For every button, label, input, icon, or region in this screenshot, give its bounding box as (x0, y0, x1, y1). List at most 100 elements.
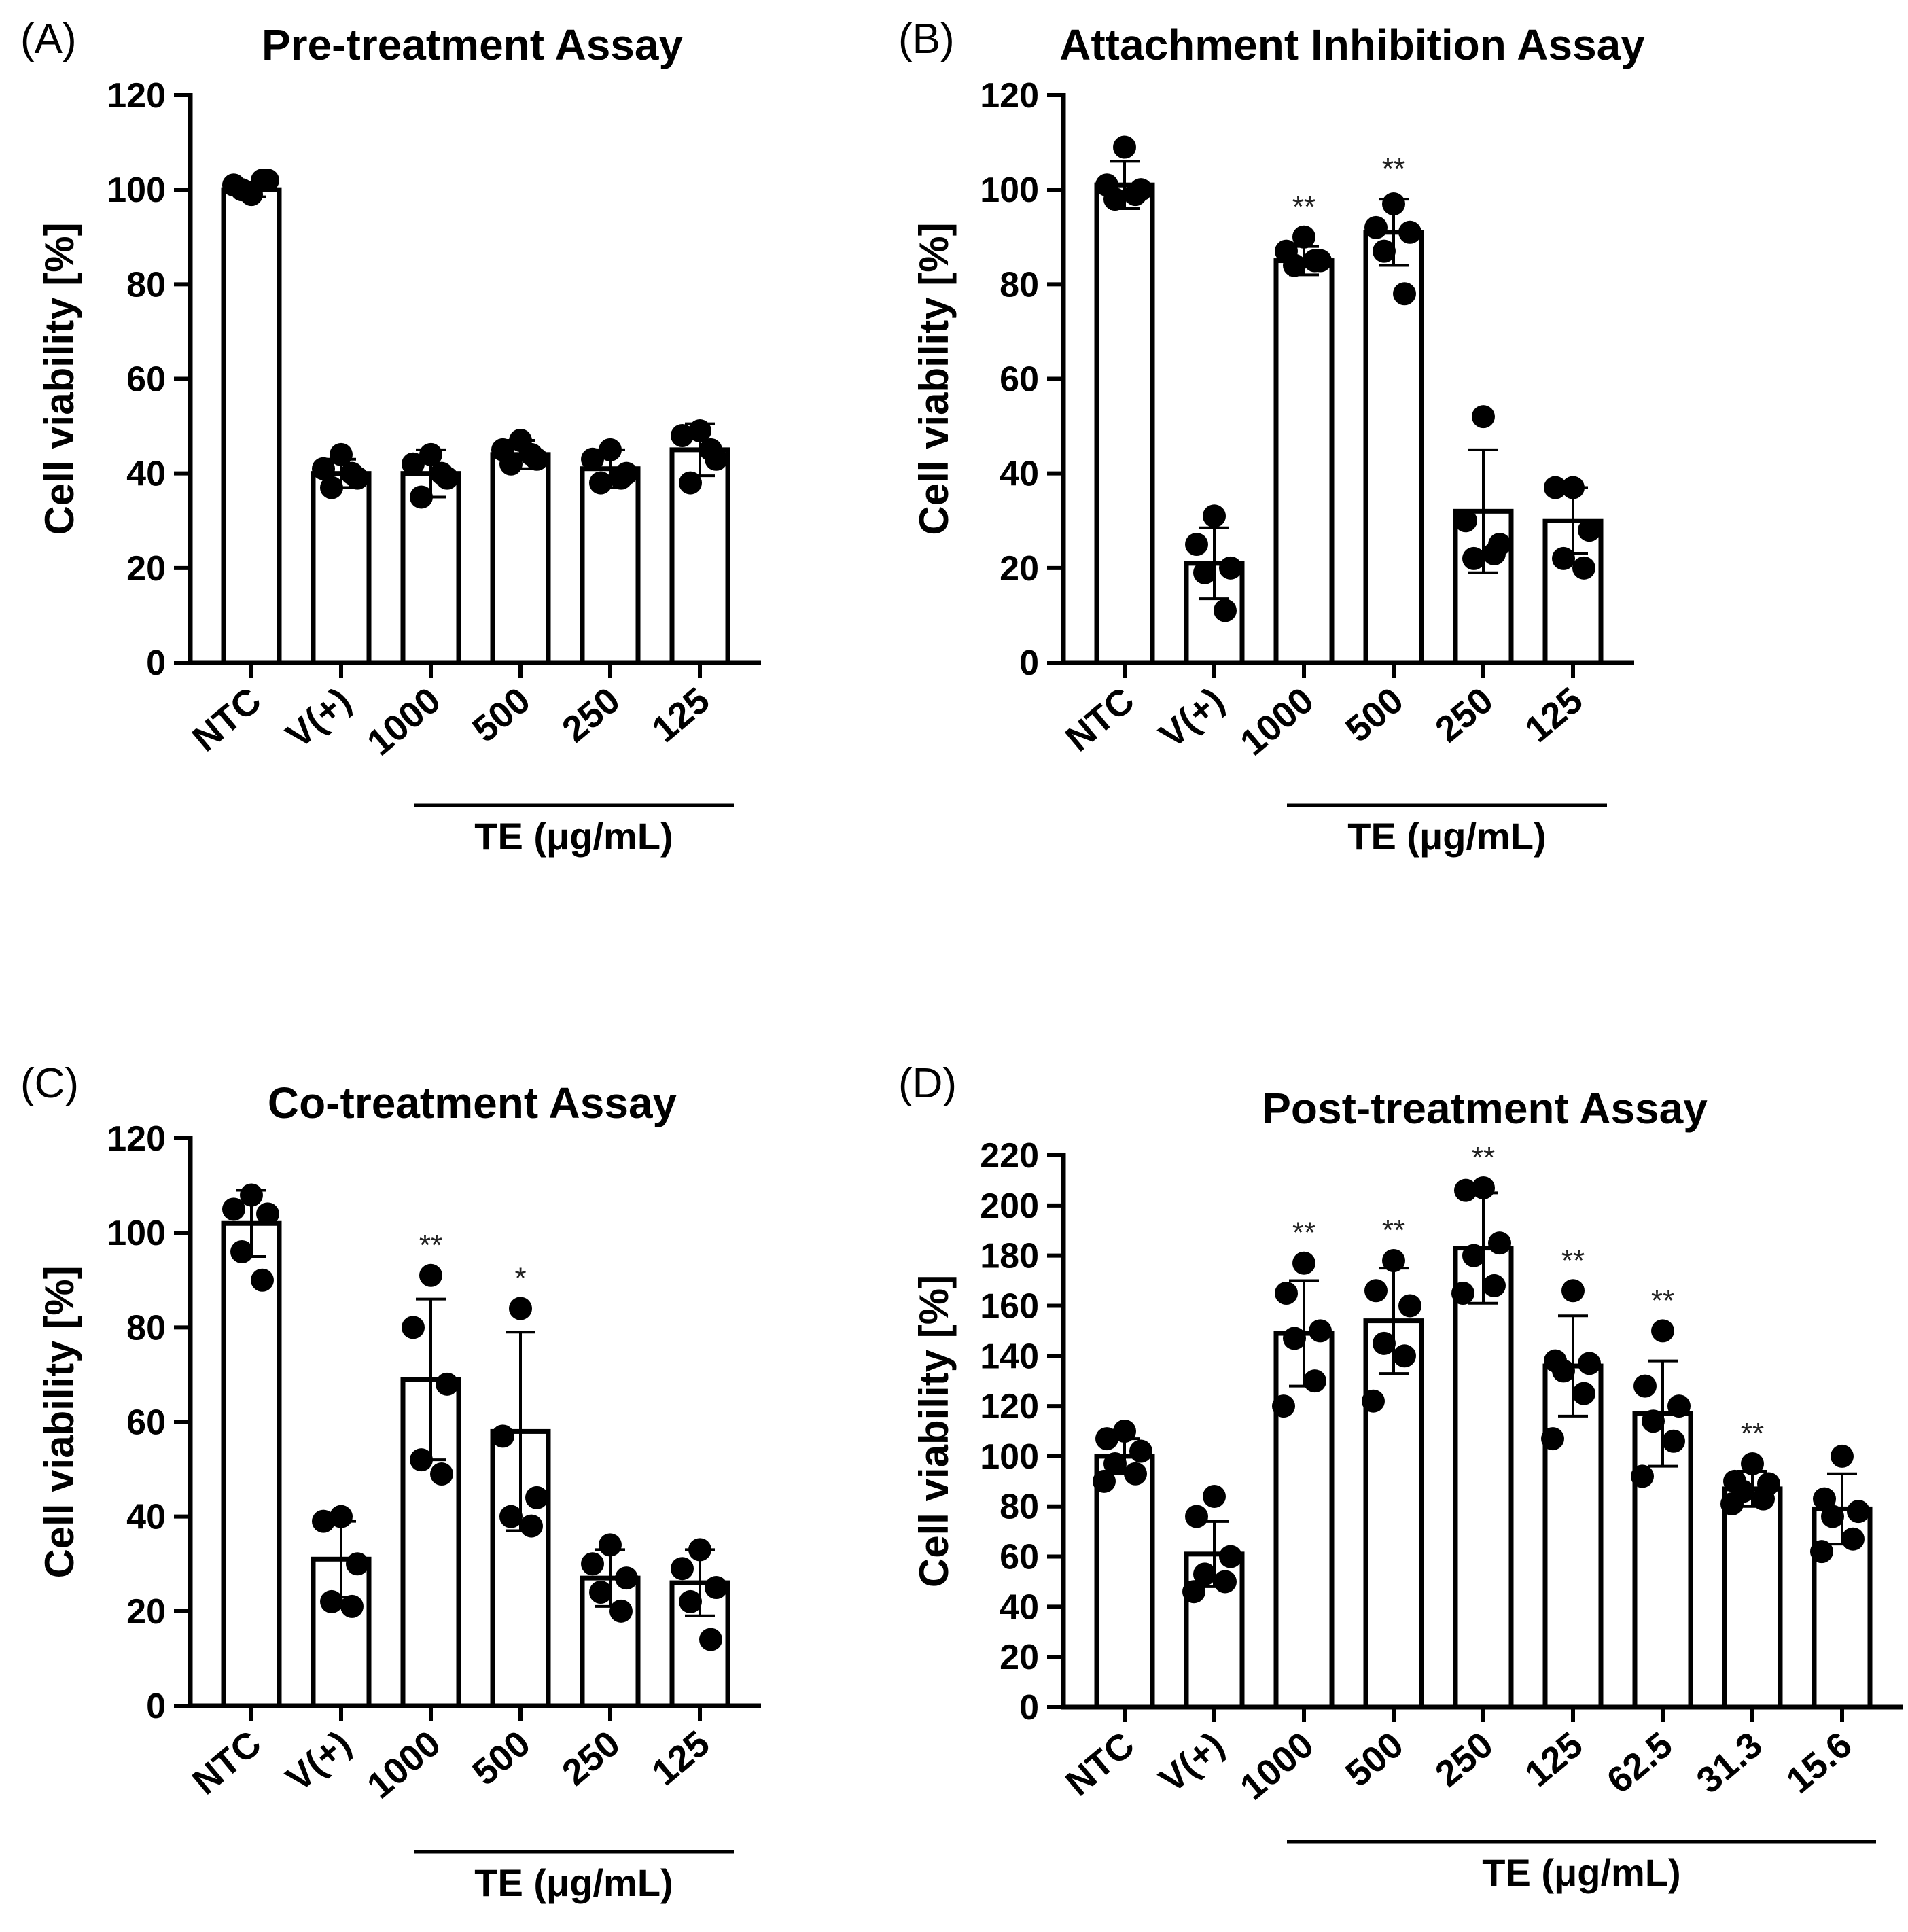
x-tick-label: 250 (554, 1723, 628, 1793)
data-point-250 (610, 1599, 633, 1623)
data-point-125 (671, 424, 694, 447)
y-axis-label: Cell viability [%] (37, 1265, 82, 1578)
data-point-125 (688, 419, 711, 443)
data-point-250 (589, 1581, 612, 1604)
data-point-NTC (230, 1240, 253, 1263)
data-point-125 (699, 1628, 722, 1651)
data-point-250 (1472, 405, 1495, 429)
data-point-62.5 (1667, 1394, 1691, 1418)
data-point-15.6 (1810, 1540, 1833, 1564)
y-tick-label: 100 (980, 171, 1039, 210)
significance-marker: ** (1561, 1244, 1585, 1277)
x-tick-label: V(+) (279, 1723, 359, 1799)
x-tick-label: NTC (1058, 680, 1142, 759)
data-point-500 (520, 1514, 543, 1538)
data-point-V(+) (1203, 504, 1226, 528)
data-point-250 (1483, 1274, 1506, 1297)
bar-NTC (1094, 182, 1155, 665)
y-tick-label: 120 (980, 1387, 1039, 1426)
significance-marker: ** (1292, 190, 1315, 224)
data-point-V(+) (340, 461, 364, 485)
data-point-1000 (410, 485, 433, 509)
y-tick-label: 0 (1019, 644, 1039, 683)
data-point-1000 (419, 442, 442, 466)
data-point-15.6 (1831, 1444, 1854, 1468)
bar-1000 (1273, 1331, 1335, 1710)
data-point-V(+) (312, 1509, 335, 1533)
y-tick-label: 40 (1000, 455, 1039, 494)
data-point-1000 (402, 452, 425, 476)
bar-500 (1363, 230, 1424, 665)
data-point-V(+) (1219, 556, 1242, 580)
y-tick-label: 20 (126, 1592, 166, 1632)
chart-panel-a: (A) Pre-treatment Assay Cell viability [%]… (20, 16, 761, 858)
y-tick-label: 60 (126, 1403, 166, 1443)
data-point-125 (679, 471, 702, 495)
data-point-V(+) (1185, 1505, 1208, 1528)
data-point-125 (1544, 476, 1567, 499)
data-point-V(+) (1193, 1562, 1216, 1586)
x-tick-label: V(+) (279, 680, 359, 756)
y-axis-label: Cell viability [%] (37, 222, 82, 535)
x-tick-label: 15.6 (1779, 1724, 1860, 1802)
data-point-125 (1541, 1427, 1564, 1451)
data-point-1000 (1303, 1369, 1326, 1393)
y-tick-label: 60 (1000, 1538, 1039, 1577)
bar-1000 (400, 471, 461, 665)
panel-label: (A) (20, 16, 77, 63)
data-point-500 (1398, 1294, 1421, 1318)
bar-NTC (221, 187, 282, 665)
bar-500 (1363, 1318, 1424, 1710)
data-point-125 (1552, 546, 1575, 570)
chart-title: Co-treatment Assay (268, 1078, 677, 1127)
x-tick-label: 250 (1428, 1724, 1501, 1795)
significance-marker: ** (1651, 1284, 1674, 1317)
panel-label: (B) (898, 16, 955, 63)
data-point-NTC (1103, 188, 1127, 211)
data-point-1000 (1283, 1327, 1306, 1350)
chart-title: Pre-treatment Assay (262, 20, 684, 69)
data-point-NTC (251, 169, 274, 192)
bar-V(+) (311, 471, 372, 665)
y-tick-label: 200 (980, 1187, 1039, 1226)
data-point-250 (615, 1566, 638, 1590)
data-point-62.5 (1633, 1374, 1657, 1398)
bar-31.3 (1722, 1486, 1783, 1710)
y-tick-label: 80 (126, 265, 166, 304)
x-tick-label: 62.5 (1600, 1724, 1680, 1802)
data-point-V(+) (1214, 599, 1237, 622)
y-tick-label: 40 (1000, 1587, 1039, 1627)
data-point-V(+) (1182, 1580, 1205, 1604)
data-point-31.3 (1720, 1492, 1744, 1516)
data-point-15.6 (1821, 1505, 1844, 1528)
data-point-NTC (1095, 1427, 1118, 1451)
data-point-62.5 (1642, 1409, 1665, 1433)
y-tick-label: 20 (1000, 1638, 1039, 1677)
data-point-V(+) (340, 1594, 364, 1618)
data-point-62.5 (1651, 1319, 1674, 1343)
x-tick-label: 125 (644, 1723, 718, 1793)
group-label: TE (μg/mL) (1347, 815, 1546, 858)
data-point-NTC (1093, 1469, 1116, 1493)
x-tick-label: 250 (554, 680, 628, 750)
data-point-NTC (1103, 1452, 1127, 1475)
y-tick-label: 100 (980, 1437, 1039, 1477)
y-tick-label: 0 (146, 1687, 166, 1726)
data-point-NTC (256, 1202, 279, 1226)
data-point-125 (671, 1557, 694, 1581)
data-point-1000 (1275, 1282, 1298, 1305)
y-tick-label: 220 (980, 1136, 1039, 1176)
data-point-125 (1572, 556, 1595, 580)
data-point-V(+) (312, 457, 335, 480)
data-point-15.6 (1813, 1487, 1836, 1511)
data-point-1000 (430, 1462, 453, 1486)
significance-marker: ** (1741, 1417, 1764, 1450)
y-tick-label: 40 (126, 455, 166, 494)
panel-label: (C) (20, 1060, 79, 1107)
significance-marker: ** (1382, 152, 1405, 186)
y-tick-label: 100 (107, 1214, 166, 1253)
data-point-NTC (251, 1268, 274, 1292)
data-point-15.6 (1841, 1527, 1865, 1551)
data-point-1000 (410, 1448, 433, 1472)
